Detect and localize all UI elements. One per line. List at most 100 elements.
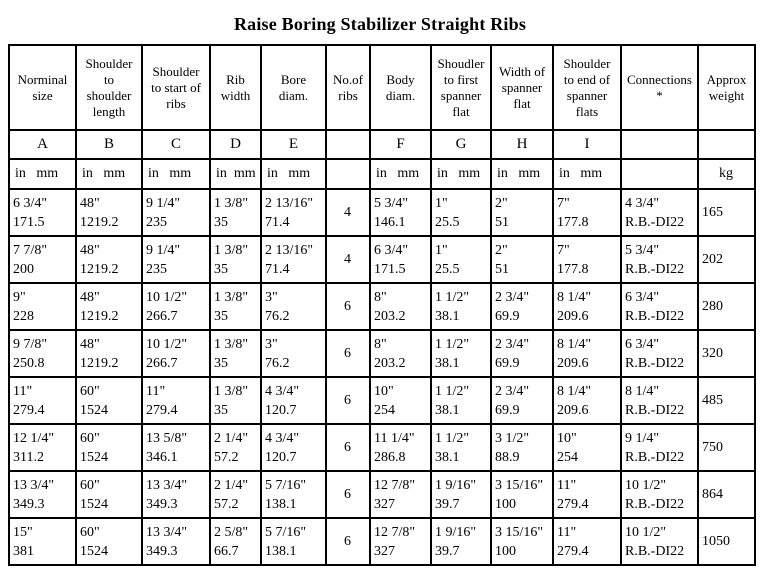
col-letter-bore-diam: E bbox=[260, 129, 327, 160]
cell-shoulder-to-first-spanner-flat: 1" 25.5 bbox=[430, 188, 492, 237]
col-letter-shoulder-to-start-of-ribs: C bbox=[141, 129, 211, 160]
cell-shoulder-to-end-of-spanner-flats: 7" 177.8 bbox=[552, 235, 622, 284]
cell-nominal-size: 9 7/8" 250.8 bbox=[8, 329, 77, 378]
col-letter-connections bbox=[620, 129, 699, 160]
cell-bore-diam: 4 3/4" 120.7 bbox=[260, 423, 327, 472]
cell-body-diam: 8" 203.2 bbox=[369, 282, 432, 331]
col-header-shoulder-to-first-spanner-flat: Shoudler to first spanner flat bbox=[430, 44, 492, 131]
cell-shoulder-to-first-spanner-flat: 1 1/2" 38.1 bbox=[430, 282, 492, 331]
col-unit-connections bbox=[620, 158, 699, 190]
cell-shoulder-to-shoulder-length: 48" 1219.2 bbox=[75, 188, 143, 237]
cell-no-of-ribs: 6 bbox=[325, 282, 371, 331]
cell-bore-diam: 5 7/16" 138.1 bbox=[260, 470, 327, 519]
cell-shoulder-to-start-of-ribs: 10 1/2" 266.7 bbox=[141, 329, 211, 378]
cell-body-diam: 5 3/4" 146.1 bbox=[369, 188, 432, 237]
cell-nominal-size: 7 7/8" 200 bbox=[8, 235, 77, 284]
col-unit-width-of-spanner-flat: in mm bbox=[490, 158, 554, 190]
cell-shoulder-to-first-spanner-flat: 1 1/2" 38.1 bbox=[430, 329, 492, 378]
cell-body-diam: 10" 254 bbox=[369, 376, 432, 425]
cell-no-of-ribs: 4 bbox=[325, 235, 371, 284]
cell-nominal-size: 15" 381 bbox=[8, 517, 77, 566]
cell-approx-weight: 485 bbox=[697, 376, 756, 425]
cell-no-of-ribs: 6 bbox=[325, 329, 371, 378]
cell-shoulder-to-end-of-spanner-flats: 11" 279.4 bbox=[552, 470, 622, 519]
cell-nominal-size: 6 3/4" 171.5 bbox=[8, 188, 77, 237]
table-row: 9 7/8" 250.8 48" 1219.2 10 1/2" 266.7 1 3/8… bbox=[8, 329, 756, 378]
cell-rib-width: 2 5/8" 66.7 bbox=[209, 517, 262, 566]
cell-bore-diam: 4 3/4" 120.7 bbox=[260, 376, 327, 425]
col-header-shoulder-to-shoulder-length: Shoulder to shoulder length bbox=[75, 44, 143, 131]
cell-approx-weight: 864 bbox=[697, 470, 756, 519]
col-unit-shoulder-to-first-spanner-flat: in mm bbox=[430, 158, 492, 190]
cell-shoulder-to-shoulder-length: 60" 1524 bbox=[75, 423, 143, 472]
col-header-width-of-spanner-flat: Width of spanner flat bbox=[490, 44, 554, 131]
cell-width-of-spanner-flat: 2" 51 bbox=[490, 235, 554, 284]
cell-approx-weight: 1050 bbox=[697, 517, 756, 566]
cell-shoulder-to-shoulder-length: 60" 1524 bbox=[75, 470, 143, 519]
cell-shoulder-to-shoulder-length: 60" 1524 bbox=[75, 376, 143, 425]
cell-width-of-spanner-flat: 3 15/16" 100 bbox=[490, 470, 554, 519]
cell-shoulder-to-shoulder-length: 60" 1524 bbox=[75, 517, 143, 566]
cell-shoulder-to-start-of-ribs: 11" 279.4 bbox=[141, 376, 211, 425]
cell-connections: 6 3/4" R.B.-DI22 bbox=[620, 329, 699, 378]
cell-connections: 9 1/4" R.B.-DI22 bbox=[620, 423, 699, 472]
col-header-rib-width: Rib width bbox=[209, 44, 262, 131]
col-unit-bore-diam: in mm bbox=[260, 158, 327, 190]
cell-rib-width: 1 3/8" 35 bbox=[209, 329, 262, 378]
col-header-no-of-ribs: No.of ribs bbox=[325, 44, 371, 131]
cell-approx-weight: 750 bbox=[697, 423, 756, 472]
col-unit-rib-width: in mm bbox=[209, 158, 262, 190]
cell-approx-weight: 202 bbox=[697, 235, 756, 284]
cell-connections: 6 3/4" R.B.-DI22 bbox=[620, 282, 699, 331]
cell-body-diam: 8" 203.2 bbox=[369, 329, 432, 378]
col-header-nominal-size: Norminal size bbox=[8, 44, 77, 131]
col-unit-nominal-size: in mm bbox=[8, 158, 77, 190]
col-letter-body-diam: F bbox=[369, 129, 432, 160]
col-letter-no-of-ribs bbox=[325, 129, 371, 160]
cell-bore-diam: 2 13/16" 71.4 bbox=[260, 188, 327, 237]
col-letter-width-of-spanner-flat: H bbox=[490, 129, 554, 160]
col-letter-approx-weight bbox=[697, 129, 756, 160]
cell-connections: 5 3/4" R.B.-DI22 bbox=[620, 235, 699, 284]
table-row: 12 1/4" 311.2 60" 1524 13 5/8" 346.1 2 1/4"… bbox=[8, 423, 756, 472]
cell-shoulder-to-end-of-spanner-flats: 10" 254 bbox=[552, 423, 622, 472]
cell-shoulder-to-end-of-spanner-flats: 8 1/4" 209.6 bbox=[552, 376, 622, 425]
col-unit-body-diam: in mm bbox=[369, 158, 432, 190]
cell-bore-diam: 2 13/16" 71.4 bbox=[260, 235, 327, 284]
cell-bore-diam: 3" 76.2 bbox=[260, 282, 327, 331]
table-row: 11" 279.4 60" 1524 11" 279.4 1 3/8" 35 4 3/4… bbox=[8, 376, 756, 425]
page-title: Raise Boring Stabilizer Straight Ribs bbox=[233, 14, 527, 34]
cell-rib-width: 1 3/8" 35 bbox=[209, 282, 262, 331]
cell-connections: 4 3/4" R.B.-DI22 bbox=[620, 188, 699, 237]
col-letter-rib-width: D bbox=[209, 129, 262, 160]
col-unit-no-of-ribs bbox=[325, 158, 371, 190]
cell-no-of-ribs: 4 bbox=[325, 188, 371, 237]
cell-shoulder-to-shoulder-length: 48" 1219.2 bbox=[75, 329, 143, 378]
cell-body-diam: 12 7/8" 327 bbox=[369, 470, 432, 519]
col-letter-shoulder-to-end-of-spanner-flats: I bbox=[552, 129, 622, 160]
cell-approx-weight: 280 bbox=[697, 282, 756, 331]
cell-connections: 10 1/2" R.B.-DI22 bbox=[620, 517, 699, 566]
cell-bore-diam: 3" 76.2 bbox=[260, 329, 327, 378]
col-letter-shoulder-to-shoulder-length: B bbox=[75, 129, 143, 160]
table-row: 9" 228 48" 1219.2 10 1/2" 266.7 1 3/8" 35 3"… bbox=[8, 282, 756, 331]
cell-shoulder-to-end-of-spanner-flats: 8 1/4" 209.6 bbox=[552, 329, 622, 378]
cell-width-of-spanner-flat: 2 3/4" 69.9 bbox=[490, 329, 554, 378]
cell-shoulder-to-start-of-ribs: 13 3/4" 349.3 bbox=[141, 470, 211, 519]
cell-approx-weight: 165 bbox=[697, 188, 756, 237]
cell-rib-width: 1 3/8" 35 bbox=[209, 235, 262, 284]
cell-shoulder-to-first-spanner-flat: 1" 25.5 bbox=[430, 235, 492, 284]
col-header-shoulder-to-start-of-ribs: Shoulder to start of ribs bbox=[141, 44, 211, 131]
data-rows: 6 3/4" 171.5 48" 1219.2 9 1/4" 235 1 3/8" 3… bbox=[8, 188, 756, 566]
cell-width-of-spanner-flat: 2 3/4" 69.9 bbox=[490, 282, 554, 331]
cell-shoulder-to-start-of-ribs: 13 5/8" 346.1 bbox=[141, 423, 211, 472]
cell-body-diam: 11 1/4" 286.8 bbox=[369, 423, 432, 472]
cell-nominal-size: 13 3/4" 349.3 bbox=[8, 470, 77, 519]
cell-body-diam: 12 7/8" 327 bbox=[369, 517, 432, 566]
cell-shoulder-to-first-spanner-flat: 1 9/16" 39.7 bbox=[430, 517, 492, 566]
cell-no-of-ribs: 6 bbox=[325, 423, 371, 472]
col-header-bore-diam: Bore diam. bbox=[260, 44, 327, 131]
col-header-shoulder-to-end-of-spanner-flats: Shoulder to end of spanner flats bbox=[552, 44, 622, 131]
col-unit-shoulder-to-shoulder-length: in mm bbox=[75, 158, 143, 190]
